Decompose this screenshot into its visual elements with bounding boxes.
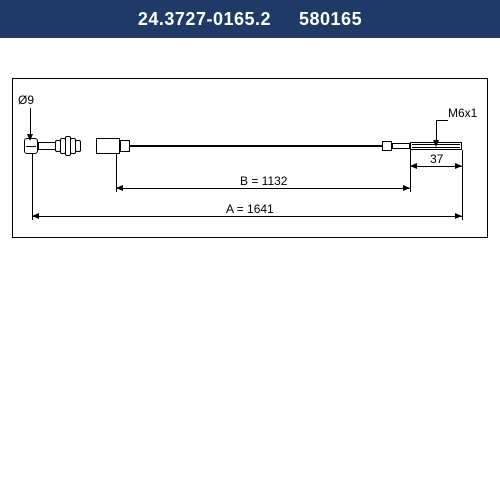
sleeve-right bbox=[392, 143, 410, 149]
dim37-arrow-l bbox=[410, 163, 417, 169]
dim37-arrow-r bbox=[455, 163, 462, 169]
dimA-arrow-l bbox=[32, 213, 39, 219]
stop-block bbox=[382, 141, 392, 151]
thread-leader-h bbox=[436, 120, 448, 121]
sleeve-left bbox=[38, 142, 56, 150]
dimB-label: B = 1132 bbox=[238, 174, 289, 188]
ferrule bbox=[96, 138, 120, 154]
header-bar: 24.3727-0165.2 580165 bbox=[0, 0, 500, 38]
part-number: 24.3727-0165.2 bbox=[138, 9, 271, 30]
diameter-leader bbox=[30, 108, 31, 136]
dimA-ext-r bbox=[462, 170, 463, 220]
dimB-ext-r bbox=[410, 170, 411, 192]
eyelet-slot bbox=[26, 146, 36, 147]
thread-hatch bbox=[412, 147, 460, 148]
dimB-arrow-l bbox=[116, 185, 123, 191]
diameter-label: Ø9 bbox=[18, 93, 34, 107]
dimB-line bbox=[116, 188, 410, 189]
dimA-label: A = 1641 bbox=[224, 202, 276, 216]
dim37-ext-r bbox=[462, 150, 463, 170]
dim37-label: 37 bbox=[430, 152, 443, 166]
bellows bbox=[56, 136, 96, 156]
dimA-ext-l bbox=[32, 154, 33, 220]
drawing-canvas: Ø9 M6x1 37 B = 1132 A = 1641 bbox=[0, 38, 500, 500]
thread-label: M6x1 bbox=[448, 106, 477, 120]
collar bbox=[120, 140, 130, 152]
diameter-arrow bbox=[27, 134, 33, 141]
dimB-arrow-r bbox=[403, 185, 410, 191]
dimA-line bbox=[32, 216, 462, 217]
dimA-arrow-r bbox=[455, 213, 462, 219]
short-code: 580165 bbox=[299, 9, 362, 30]
thread-arrow bbox=[433, 140, 439, 147]
cable-core bbox=[130, 145, 382, 147]
bellows-rib bbox=[75, 140, 81, 152]
thread-leader-v bbox=[436, 120, 437, 142]
